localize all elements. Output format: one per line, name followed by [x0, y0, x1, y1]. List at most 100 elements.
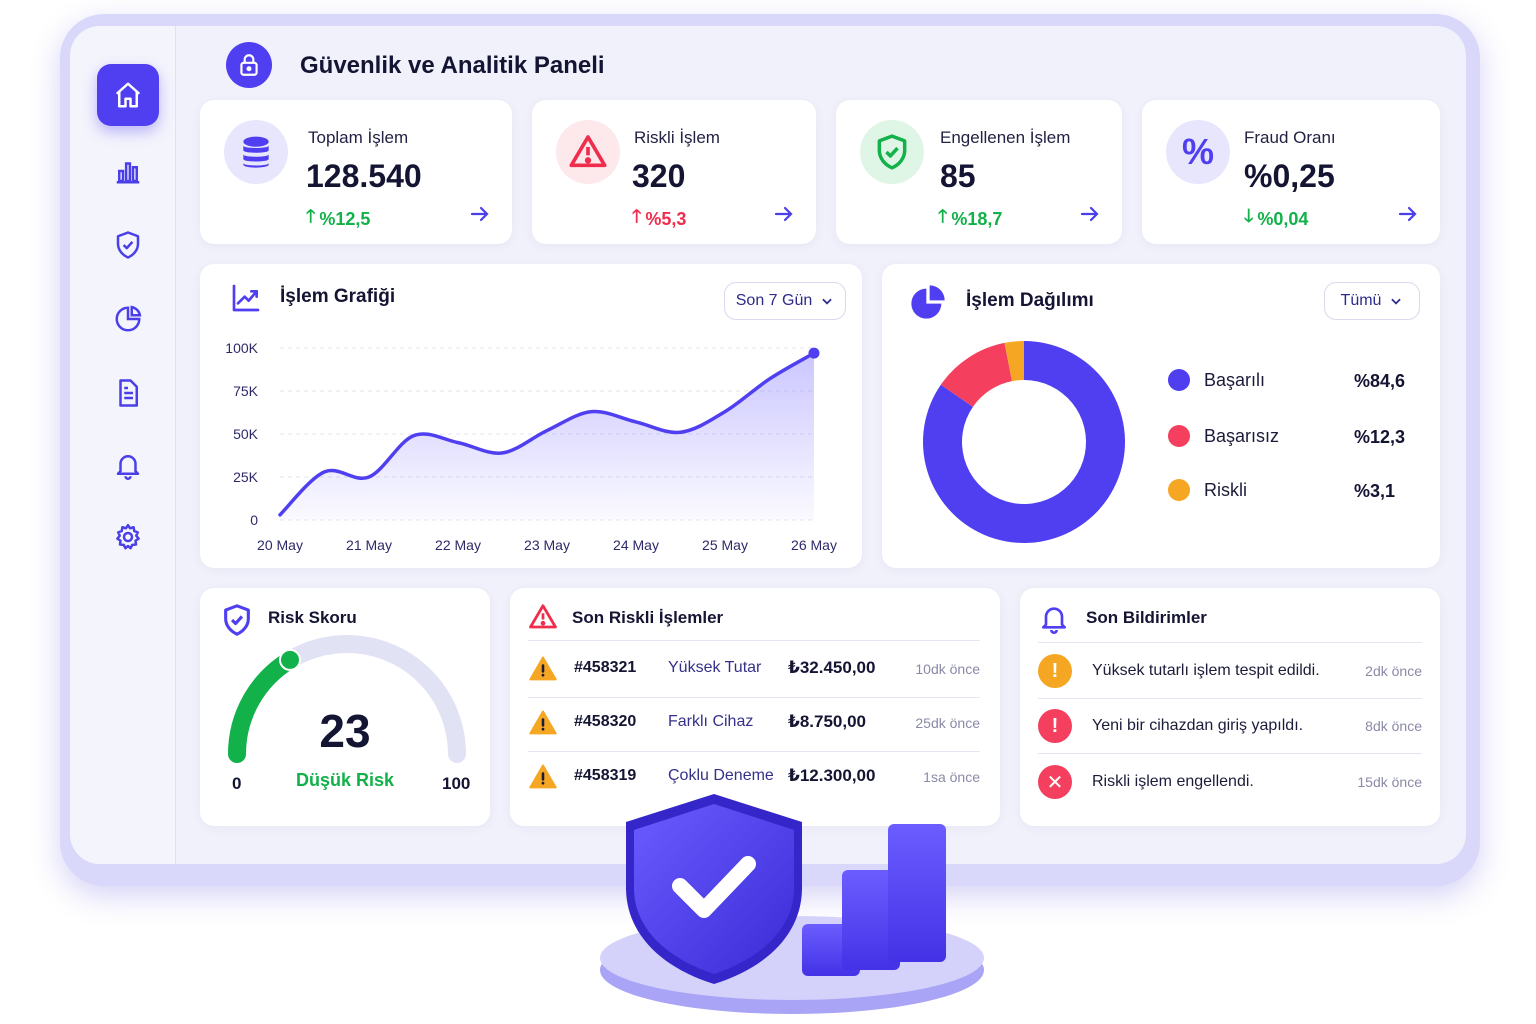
donut-slice[interactable] [923, 341, 1125, 543]
table-row[interactable]: #458321 Yüksek Tutar ₺32.450,00 10dk önce [528, 643, 980, 697]
stat-value: 128.540 [306, 158, 422, 194]
donut-slice[interactable] [940, 342, 1012, 407]
data-point[interactable] [633, 419, 639, 425]
stat-card-total[interactable]: Toplam İşlem 128.540 🡑 %12,5 [200, 100, 512, 244]
stat-label: Engellenen İşlem [940, 128, 1071, 147]
distribution-card: İşlem Dağılımı Tümü Başarılı %84,6 Başarıs… [882, 264, 1440, 568]
legend-item[interactable]: Riskli %3,1 [1168, 476, 1408, 504]
x-tick-label: 23 May [524, 537, 570, 553]
notifications-title: Son Bildirimler [1086, 608, 1207, 627]
transaction-type: Çoklu Deneme [668, 767, 774, 784]
risk-score-value: 23 [319, 705, 371, 757]
data-point[interactable] [678, 429, 684, 435]
blocked-icon: ✕ [1038, 765, 1072, 799]
shield-check-icon [626, 794, 802, 984]
donut-slice[interactable] [1004, 341, 1024, 382]
sidebar-item-home[interactable] [97, 64, 159, 126]
home-icon [115, 82, 141, 108]
alert-icon: ! [1038, 654, 1072, 688]
shield-check-icon [860, 120, 924, 184]
risky-transactions-title: Son Riskli İşlemler [572, 608, 724, 627]
transaction-time: 25dk önce [915, 715, 980, 731]
stat-label: Riskli İşlem [634, 128, 720, 147]
stat-label: Toplam İşlem [308, 128, 409, 147]
gauge-min-label: 0 [232, 774, 242, 793]
warning-icon [529, 656, 557, 681]
stat-card-blocked[interactable]: Engellenen İşlem 85 🡑 %18,7 [836, 100, 1122, 244]
data-point[interactable] [366, 474, 372, 480]
data-point[interactable] [808, 347, 820, 359]
area-fill [280, 353, 814, 520]
divider [528, 697, 980, 698]
legend-swatch [1168, 425, 1190, 447]
legend-item[interactable]: Başarısız %12,3 [1168, 422, 1408, 450]
data-point[interactable] [589, 409, 595, 415]
list-item[interactable]: ! Yüksek tutarlı işlem tespit edildi. 2dk … [1038, 644, 1422, 698]
data-point[interactable] [411, 433, 417, 439]
arrow-up-icon: 🡑 [306, 206, 316, 226]
data-point[interactable] [277, 512, 283, 518]
sidebar [70, 26, 176, 864]
stat-card-risky[interactable]: Riskli İşlem 320 🡑 %5,3 [532, 100, 816, 244]
stat-card-fraud[interactable]: % Fraud Oranı %0,25 🡓 %0,04 [1142, 100, 1440, 244]
data-point[interactable] [322, 469, 328, 475]
page-title: Güvenlik ve Analitik Paneli [300, 52, 605, 79]
arrow-right-icon[interactable] [772, 202, 796, 226]
notification-text: Yüksek tutarlı işlem tespit edildi. [1092, 662, 1320, 679]
arrow-right-icon[interactable] [1078, 202, 1102, 226]
sidebar-item-reports[interactable] [97, 288, 159, 350]
sidebar-item-notifications[interactable] [97, 434, 159, 496]
alert-icon: ! [1038, 709, 1072, 743]
legend-swatch [1168, 369, 1190, 391]
data-point[interactable] [500, 450, 506, 456]
security-illustration [600, 794, 984, 1014]
y-tick-label: 100K [225, 340, 258, 356]
warning-icon [529, 604, 557, 629]
data-point[interactable] [544, 428, 550, 434]
arrow-up-icon: 🡑 [632, 206, 642, 226]
stat-value: 320 [632, 158, 686, 194]
x-tick-label: 20 May [257, 537, 303, 553]
transaction-type: Farklı Cihaz [668, 713, 754, 730]
stat-change: 🡑 %18,7 [938, 204, 1002, 234]
list-item[interactable]: ! Yeni bir cihazdan giriş yapıldı. 8dk önc… [1038, 699, 1422, 753]
sidebar-item-security[interactable] [97, 214, 159, 276]
risk-gauge [228, 635, 466, 763]
bar-chart-icon [802, 824, 946, 976]
gauge-fill [228, 650, 299, 763]
list-item[interactable]: ✕ Riskli işlem engellendi. 15dk önce [1038, 755, 1422, 809]
y-tick-label: 50K [233, 426, 259, 442]
table-row[interactable]: #458320 Farklı Cihaz ₺8.750,00 25dk önce [528, 697, 980, 751]
gear-icon [116, 523, 140, 550]
legend-item[interactable]: Başarılı %84,6 [1168, 366, 1408, 394]
transaction-id: #458320 [574, 713, 637, 730]
data-point[interactable] [722, 409, 728, 415]
data-point[interactable] [455, 440, 461, 446]
percent-icon: % [1166, 120, 1230, 184]
data-point[interactable] [767, 376, 773, 382]
arrow-right-icon[interactable] [1396, 202, 1420, 226]
arrow-right-icon[interactable] [468, 202, 492, 226]
distribution-title: İşlem Dağılımı [966, 290, 1094, 311]
gauge-knob [278, 648, 301, 671]
risk-score-card: Risk Skoru 23 Düşük Risk 0 100 [200, 588, 490, 826]
sidebar-item-documents[interactable] [97, 362, 159, 424]
divider [528, 640, 980, 641]
divider [1038, 642, 1422, 643]
pie-chart-icon [911, 285, 945, 319]
filter-dropdown[interactable]: Tümü [1324, 282, 1420, 320]
table-row[interactable]: #458319 Çoklu Deneme ₺12.300,00 1sa önce [528, 751, 980, 805]
stat-change: 🡑 %12,5 [306, 204, 370, 234]
legend-label: Riskli [1204, 480, 1247, 500]
notification-text: Yeni bir cihazdan giriş yapıldı. [1092, 717, 1304, 734]
x-tick-label: 25 May [702, 537, 748, 553]
notification-time: 8dk önce [1365, 718, 1422, 734]
sidebar-item-analytics[interactable] [97, 140, 159, 202]
arrow-up-icon: 🡑 [938, 206, 948, 226]
stat-change: 🡑 %5,3 [632, 204, 686, 234]
stat-label: Fraud Oranı [1244, 128, 1336, 147]
range-dropdown[interactable]: Son 7 Gün [724, 282, 846, 320]
legend-value: %84,6 [1354, 371, 1406, 391]
legend-label: Başarılı [1204, 370, 1266, 390]
sidebar-item-settings[interactable] [97, 506, 159, 568]
